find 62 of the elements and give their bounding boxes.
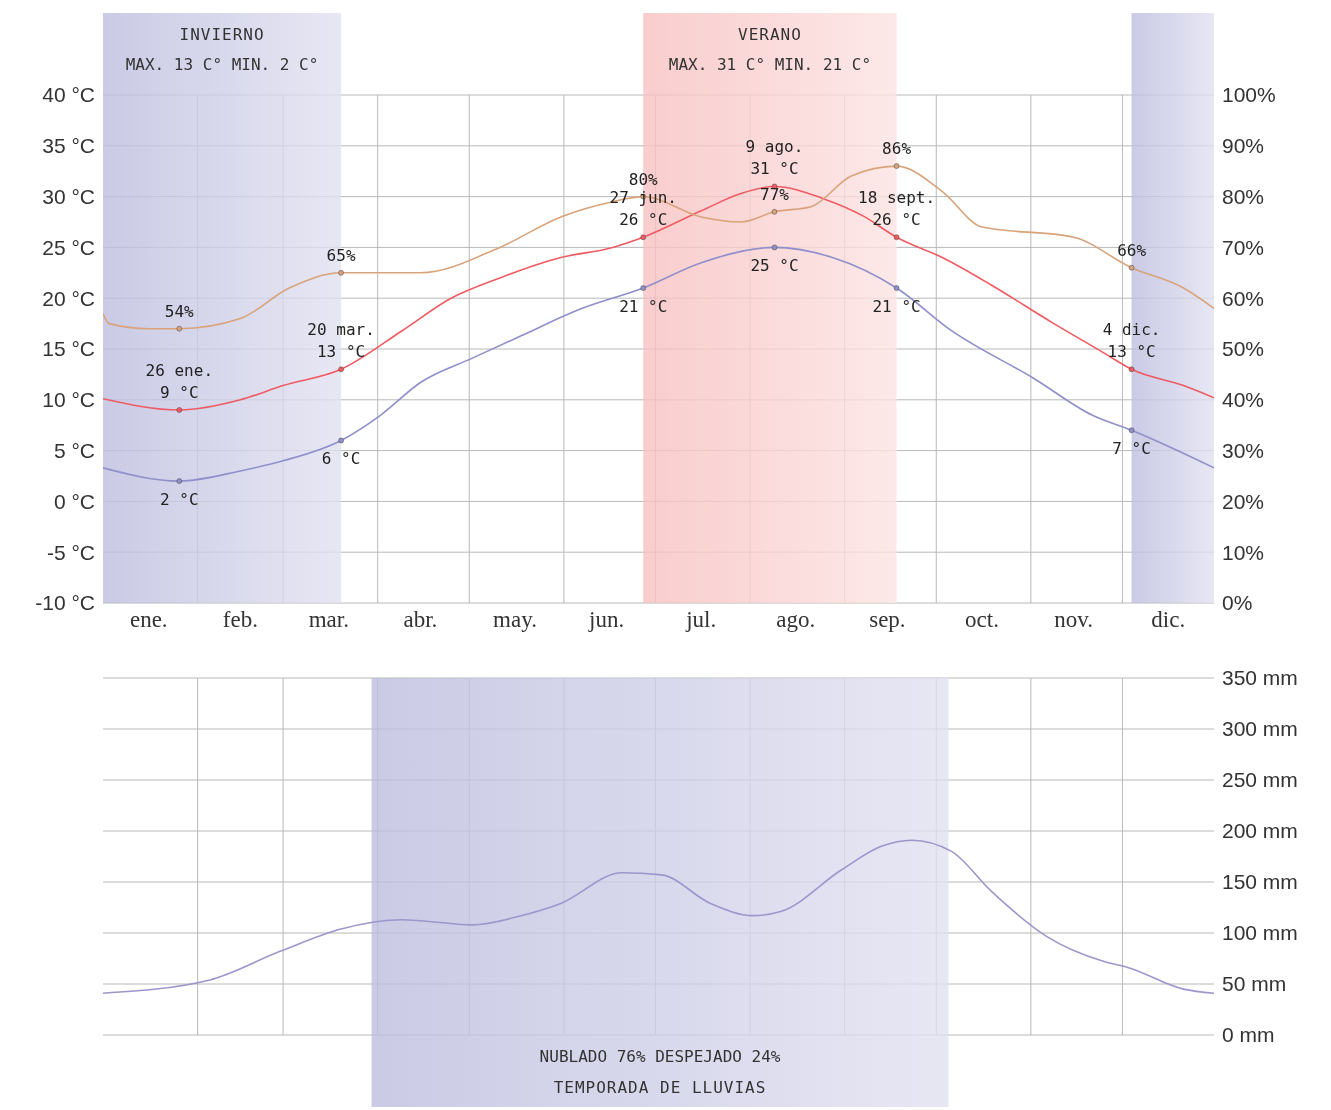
data-label: 54% [164,301,195,321]
x-tick-label: sep. [869,607,906,633]
y2-tick-label: 20% [1222,489,1265,513]
x-tick-label: ene. [129,607,168,633]
x-tick-label: abr. [403,607,438,633]
y-tick-label: 100 mm [1222,921,1298,945]
data-label: 2 °C [160,490,199,510]
data-label: 18 sept. 26 °C [858,188,936,230]
y-tick-label: -10 °C [35,591,95,615]
data-label: 25 °C [750,256,799,276]
data-label: 9 ago. 31 °C [745,137,804,179]
data-label: 26 ene. 9 °C [145,360,214,402]
data-label: 86% [882,139,912,159]
band-label: INVIERNO MAX. 13 C° MIN. 2 C° [125,25,319,74]
band-label: VERANO MAX. 31 C° MIN. 21 C° [668,25,872,74]
y-tick-label: 0 °C [53,489,95,513]
y2-tick-label: 70% [1222,235,1265,259]
data-label: 21 °C [872,297,921,317]
y-tick-label: -5 °C [46,540,95,564]
y2-tick-label: 10% [1222,540,1265,564]
y2-tick-label: 40% [1222,388,1265,412]
y-tick-label: 15 °C [42,337,95,361]
data-label: 4 dic. 13 °C [1102,320,1161,362]
y-tick-label: 5 °C [53,439,95,463]
x-tick-label: ago. [776,607,816,633]
x-tick-label: may. [493,607,537,633]
x-tick-label: dic. [1151,607,1186,633]
band-label: NUBLADO 76% DESPEJADO 24% TEMPORADA DE LLUVIAS [539,1047,781,1097]
y-tick-label: 150 mm [1222,870,1298,894]
x-tick-label: mar. [308,607,349,633]
y-tick-label: 25 °C [42,235,95,259]
data-label: 66% [1117,240,1147,260]
y-tick-label: 200 mm [1222,819,1298,843]
y-tick-label: 50 mm [1222,972,1287,996]
y-tick-label: 10 °C [42,388,95,412]
y-tick-label: 0 mm [1222,1023,1275,1047]
y-tick-label: 40 °C [42,83,95,107]
y-tick-label: 30 °C [42,185,95,209]
data-label: 65% [326,245,356,265]
y-tick-label: 250 mm [1222,768,1298,792]
x-tick-label: jun. [588,607,625,633]
y-tick-label: 350 mm [1222,666,1298,690]
y-tick-label: 35 °C [42,134,95,158]
y2-tick-label: 100% [1222,83,1276,107]
data-label: 21 °C [619,297,668,317]
x-tick-label: jul. [685,607,717,633]
data-label: 77% [760,184,790,204]
y2-tick-label: 60% [1222,286,1265,310]
y2-tick-label: 0% [1222,591,1253,615]
y2-tick-label: 50% [1222,337,1265,361]
data-label: 7 °C [1112,439,1151,459]
y2-tick-label: 80% [1222,185,1265,209]
x-tick-label: oct. [965,607,999,633]
y-tick-label: 20 °C [42,286,95,310]
data-label: 80% [628,169,659,189]
x-tick-label: nov. [1054,607,1093,633]
y2-tick-label: 90% [1222,134,1265,158]
data-label: 20 mar. 13 °C [307,320,375,362]
data-label: 6 °C [321,449,361,469]
x-tick-label: feb. [222,607,258,633]
y-tick-label: 300 mm [1222,717,1298,741]
y2-tick-label: 30% [1222,439,1265,463]
